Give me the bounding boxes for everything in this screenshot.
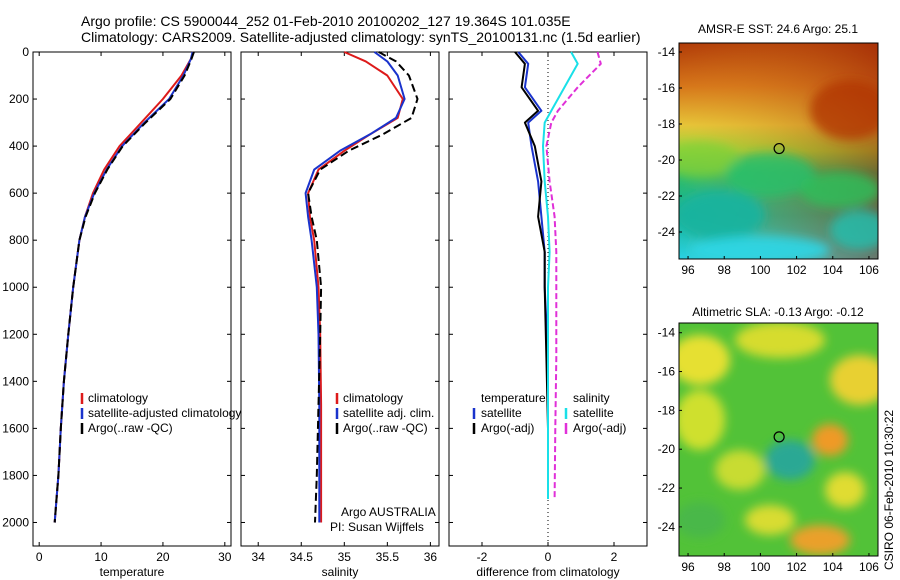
legend-label: satellite [481,406,522,420]
x-axis-label: temperature [100,565,165,579]
series-line-cyan [542,51,579,499]
y-tick-label: 1800 [2,468,29,482]
y-tick-label: 1200 [2,327,29,341]
sla-map-field [679,323,878,556]
x-tick-label: 2 [611,550,618,564]
y-tick-label: -24 [658,520,676,534]
y-tick-label: -14 [658,45,676,59]
legend-label: Argo(..raw -QC) [343,421,428,435]
salinity-panel: 34 34.5 35 35.5 36 salinity climatologysatelli… [240,51,440,579]
series-line-magenta [545,51,602,500]
x-tick-label: 0 [36,550,43,564]
x-axis-label: salinity [322,565,359,579]
plot-frame [240,51,440,547]
x-axis-label: difference from climatology [476,565,619,579]
sst-map-field [679,43,878,259]
x-tick-label: 100 [750,263,770,277]
x-tick-label: 20 [156,550,170,564]
x-tick-label: 98 [718,560,732,574]
y-tick-label: 0 [22,45,29,59]
sst-map-panel: AMSR-E SST: 24.6 Argo: 25.1 96 98 100 102 10… [658,22,880,277]
y-tick-label: 1600 [2,421,29,435]
x-tick-label: 34.5 [290,550,314,564]
x-tick-label: 96 [681,263,695,277]
y-tick-label: 200 [9,92,29,106]
legend-label: Argo(..raw -QC) [88,421,173,435]
x-tick-label: 98 [718,263,732,277]
legend-group-title: salinity [573,391,610,405]
x-tick-label: 104 [823,263,843,277]
x-tick-label: 36 [424,550,438,564]
x-tick-label: 34 [252,550,266,564]
series-line-red [307,51,404,523]
y-tick-label: -20 [658,442,676,456]
sla-map-title: Altimetric SLA: -0.13 Argo: -0.12 [692,305,864,319]
series-line-blue [304,51,406,523]
x-tick-label: 102 [787,263,807,277]
y-tick-label: 2000 [2,515,29,529]
sst-argo-marker [773,142,785,155]
x-tick-label: 96 [681,560,695,574]
legend-label: climatology [343,391,403,405]
y-tick-label: -20 [658,153,676,167]
sla-map-axes: 96 98 100 102 104 106 -14 -16 -18 -20 -22 -24 [658,326,880,574]
figure-header: Argo profile: CS 5900044_252 01-Feb-2010… [81,13,641,45]
y-tick-label: -18 [658,403,676,417]
y-tick-label: -22 [658,481,676,495]
temperature-panel: 0 10 20 30 temperature 0 200 400 600 800 1000 1200 1… [2,45,241,579]
y-tick-label: 1000 [2,280,29,294]
y-tick-label: -22 [658,189,676,203]
sla-map-panel: Altimetric SLA: -0.13 Argo: -0.12 96 98 10… [658,305,880,574]
legend-label: satellite-adjusted climatology [88,406,241,420]
x-tick-label: 35.5 [376,550,400,564]
x-tick-label: 10 [94,550,108,564]
sst-map-title: AMSR-E SST: 24.6 Argo: 25.1 [698,22,858,36]
x-tick-label: 30 [218,550,232,564]
legend-label: climatology [88,391,148,405]
y-tick-label: 1400 [2,374,29,388]
series-line-red [53,51,195,523]
y-tick-label: -18 [658,117,676,131]
sst-map-frame [678,42,879,260]
sst-map-axes: 96 98 100 102 104 106 -14 -16 -18 -20 -22 -24 [658,45,880,277]
legend-group-title: temperature [481,391,546,405]
series-line-blue [53,51,194,523]
x-tick-label: -2 [477,550,488,564]
legend-label: satellite adj. clim. [343,406,434,420]
x-tick-label: 102 [787,560,807,574]
y-tick-label: -24 [658,225,676,239]
y-tick-label: -16 [658,365,676,379]
y-tick-label: 400 [9,139,29,153]
x-tick-label: 35 [338,550,352,564]
series-line-black [53,51,195,523]
header-line-1: Argo profile: CS 5900044_252 01-Feb-2010… [81,13,571,29]
legend-label: satellite [573,406,614,420]
legend-label: Argo(-adj) [481,421,534,435]
x-tick-label: 106 [859,263,879,277]
header-line-2: Climatology: CARS2009. Satellite-adjuste… [81,29,641,45]
x-tick-label: 0 [545,550,552,564]
plot-frame [32,51,232,547]
pi-label: PI: Susan Wijffels [330,520,424,534]
sla-argo-marker [773,431,785,443]
y-tick-label: -16 [658,81,676,95]
y-tick-label: 800 [9,233,29,247]
x-tick-label: 106 [859,560,879,574]
y-tick-label: -14 [658,326,676,340]
x-tick-label: 100 [750,560,770,574]
csiro-timestamp-label: CSIRO 06-Feb-2010 10:30:22 [882,410,896,570]
sla-map-frame [678,322,879,557]
argo-program-label: Argo AUSTRALIA [341,505,436,519]
legend-label: Argo(-adj) [573,421,626,435]
x-tick-label: 104 [823,560,843,574]
y-tick-label: 600 [9,186,29,200]
series-line-black [514,51,549,499]
series-line-black [307,51,419,523]
